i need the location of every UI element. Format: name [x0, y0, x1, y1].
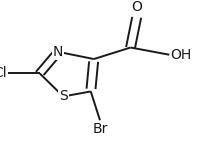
Text: OH: OH — [170, 48, 192, 62]
Text: Cl: Cl — [0, 66, 7, 80]
Text: N: N — [53, 45, 63, 59]
Text: S: S — [59, 89, 68, 104]
Text: O: O — [131, 0, 142, 14]
Text: Br: Br — [92, 122, 108, 136]
